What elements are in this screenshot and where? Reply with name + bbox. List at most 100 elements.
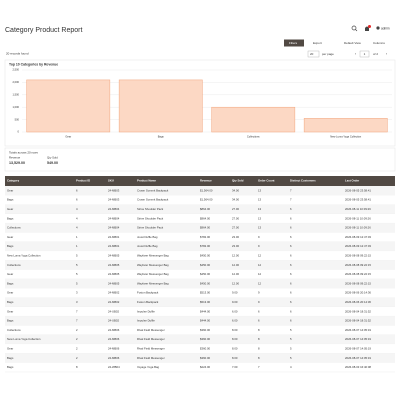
x-tick-label: New Luma Yoga Collection <box>330 135 362 139</box>
table-cell: 13 <box>258 216 262 220</box>
table-cell: Joust Duffle Bag <box>137 244 158 248</box>
table-cell: Bags <box>7 365 14 369</box>
x-tick-label: Collections <box>247 135 260 139</box>
table-cell: 9 <box>258 235 260 239</box>
chart-title: Top 10 Categories by Revenue <box>9 62 58 66</box>
page-size-select[interactable] <box>307 50 320 58</box>
table-cell: 2026-08-11 10:09:26 <box>345 226 371 230</box>
filters-button[interactable] <box>284 39 304 47</box>
table-cell: Wayfarer Messenger Bag <box>137 253 169 257</box>
table-cell: 5 <box>290 346 292 350</box>
table-cell: Gear <box>7 291 13 295</box>
per-page-label: per page <box>322 52 334 56</box>
table-row <box>5 288 395 298</box>
column-header: Distinct Customers <box>290 179 316 183</box>
table-cell: 24-MB01 <box>108 244 120 248</box>
prev-page[interactable]: ‹ <box>355 52 356 56</box>
table-cell: 6 <box>290 319 292 323</box>
table-cell: 2026-08-04 18:31:52 <box>345 309 371 313</box>
table-row <box>5 213 395 224</box>
table-cell: $782.00 <box>200 244 211 248</box>
table-cell: 12 <box>258 253 262 257</box>
table-cell: 2026-08-07 14:05:19 <box>345 328 371 332</box>
y-tick-label: 2,500 <box>13 68 20 72</box>
table-cell: $782.00 <box>200 235 211 239</box>
bar <box>118 79 203 133</box>
table-cell: 5 <box>290 337 292 341</box>
table-cell: Impulse Duffle <box>137 319 155 323</box>
table-cell: Gear <box>7 272 13 276</box>
table-cell: Bags <box>7 198 14 202</box>
table-cell: Collections <box>7 328 21 332</box>
table-cell: 4 <box>76 216 78 220</box>
search-icon[interactable] <box>351 25 357 31</box>
table-cell: $360.00 <box>200 328 211 332</box>
table-cell: $360.00 <box>200 356 211 360</box>
columns-button[interactable]: Columns <box>373 41 385 45</box>
table-cell: 34.00 <box>232 188 239 192</box>
table-cell: $224.00 <box>200 365 211 369</box>
table-cell: 2026-08-05 23:58:41 <box>345 188 371 192</box>
page-input[interactable] <box>359 50 370 58</box>
qty-total: 549.00 <box>47 161 58 165</box>
table-cell: 2 <box>76 328 78 332</box>
table-cell: 8.00 <box>232 328 238 332</box>
table-cell: Crown Summit Backpack <box>137 188 169 192</box>
table-cell: 13 <box>258 188 262 192</box>
bar <box>26 79 111 133</box>
export-button[interactable]: Export <box>313 41 322 45</box>
table-cell: 27.00 <box>232 226 239 230</box>
table-cell: $864.00 <box>200 207 211 211</box>
table-cell: Collections <box>7 263 21 267</box>
table-cell: Impulse Duffle <box>137 309 155 313</box>
table-cell: 8.00 <box>232 337 238 341</box>
table-cell: 24-UB02 <box>108 319 119 323</box>
table-cell: 2026-08-06 20:14:36 <box>345 300 371 304</box>
table-cell: 24-MB06 <box>108 337 120 341</box>
table-cell: $444.00 <box>200 309 211 313</box>
table-cell: $513.00 <box>200 291 211 295</box>
table-cell: 12 <box>258 263 262 267</box>
table-cell: 13 <box>258 198 262 202</box>
table-cell: 8.00 <box>232 346 238 350</box>
x-tick-label: Gear <box>65 135 71 139</box>
table-cell: 6 <box>290 272 292 276</box>
table-cell: 24-MB03 <box>108 188 120 192</box>
table-cell: Collections <box>7 226 21 230</box>
notification-badge <box>368 25 371 28</box>
data-table: Category Product ID SKU Product Name Revenue… <box>5 176 395 373</box>
table-cell: 9.00 <box>232 291 238 295</box>
table-row <box>5 186 395 196</box>
table-cell: 24-MB05 <box>108 263 120 267</box>
table-cell: $864.00 <box>200 216 211 220</box>
table-cell: 2026-08-04 18:31:52 <box>345 319 371 323</box>
x-tick-label: Bags <box>158 135 165 139</box>
table-cell: New Luma Yoga Collection <box>7 253 41 257</box>
table-cell: Fusion Backpack <box>137 291 159 295</box>
user-menu[interactable]: admin <box>381 26 390 30</box>
table-cell: 12 <box>258 281 262 285</box>
table-cell: Voyage Yoga Bag <box>137 365 160 369</box>
table-cell: 8 <box>258 356 260 360</box>
table-cell: 2 <box>76 356 78 360</box>
table-cell: 2026-08-08 09:22:15 <box>345 281 371 285</box>
table-cell: 8.00 <box>232 356 238 360</box>
table-cell: Bags <box>7 356 14 360</box>
table-cell: 24-MB02 <box>108 300 120 304</box>
table-cell: 24-MB01 <box>108 235 120 239</box>
records-found: 20 records found <box>6 51 29 55</box>
table-row <box>5 195 395 205</box>
column-header: Revenue <box>200 179 212 183</box>
table-row <box>5 306 395 317</box>
notifications-icon[interactable] <box>365 26 369 32</box>
table-cell: 2 <box>76 346 78 350</box>
table-cell: 6 <box>290 207 292 211</box>
view-button[interactable]: Default View <box>344 41 362 45</box>
next-page[interactable]: › <box>386 52 387 56</box>
table-cell: 8 <box>258 337 260 341</box>
table-cell: Bags <box>7 244 14 248</box>
table-cell: 7.00 <box>232 365 238 369</box>
table-cell: 24-MB06 <box>108 328 120 332</box>
page-count: of 2 <box>373 52 378 56</box>
table-cell: 2026-08-07 14:05:19 <box>345 346 371 350</box>
